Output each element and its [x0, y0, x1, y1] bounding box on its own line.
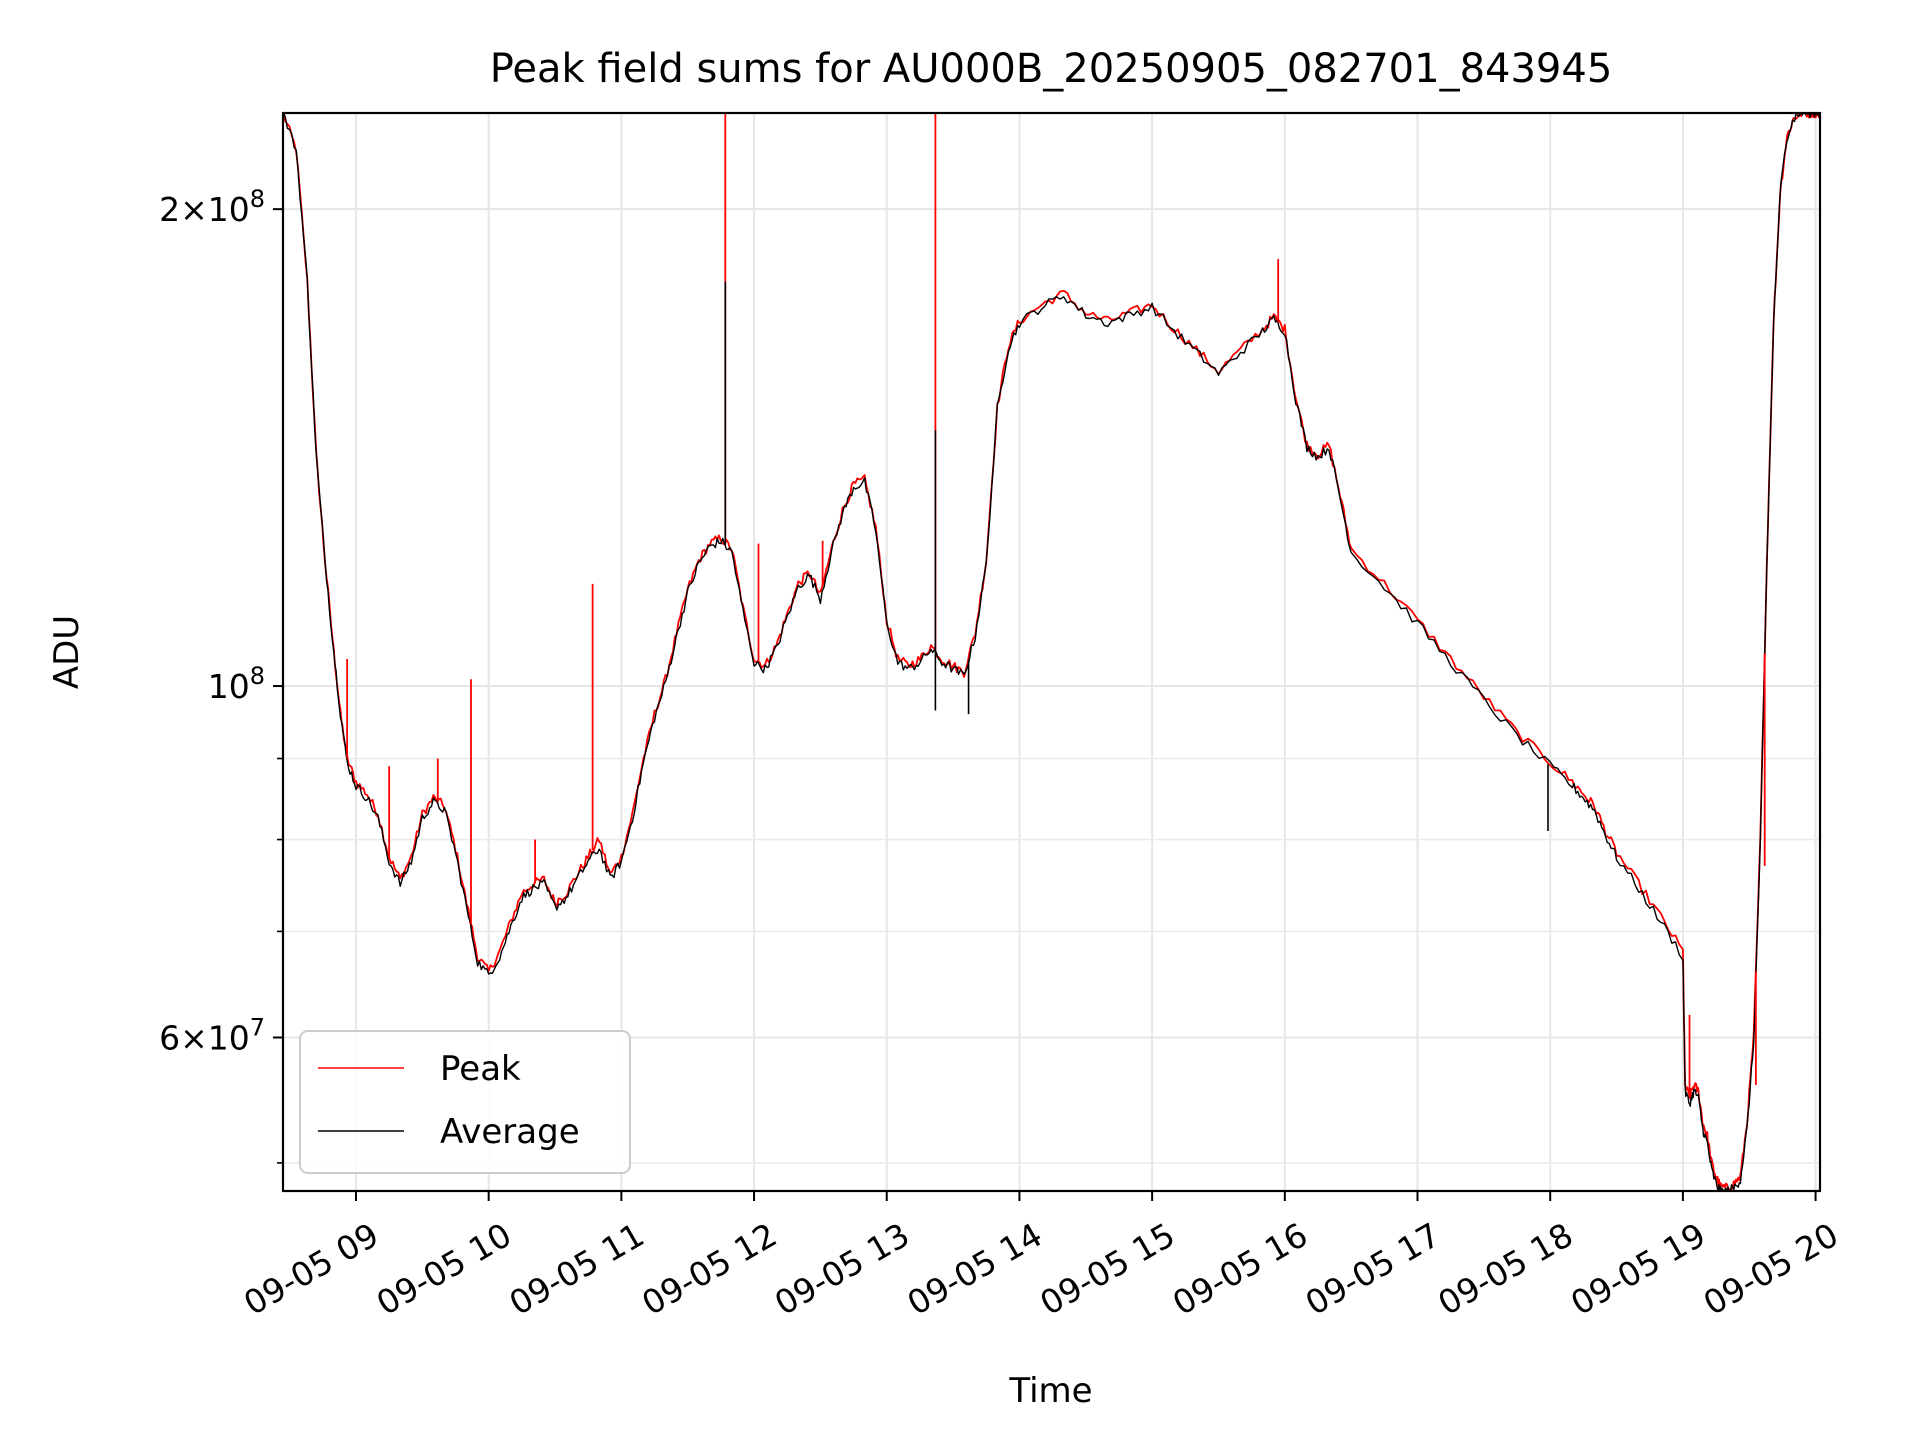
- plot-frame: [281, 111, 1822, 1193]
- y-axis: 2×108 108 6×107: [159, 185, 283, 1164]
- x-axis-label: Time: [1008, 1371, 1092, 1411]
- y-tick-label: 2×108: [159, 185, 265, 229]
- chart-title: Peak field sums for AU000B_20250905_0827…: [490, 46, 1613, 92]
- series-line-average: [283, 113, 1820, 1191]
- y-axis-label: ADU: [47, 615, 87, 689]
- legend: Peak Average: [299, 1030, 631, 1174]
- legend-box: [299, 1030, 631, 1174]
- legend-label-average: Average: [440, 1112, 580, 1152]
- series-layer: [283, 113, 1820, 1191]
- series-line-peak: [283, 113, 1820, 1191]
- grid: [283, 113, 1820, 1191]
- legend-label-peak: Peak: [440, 1049, 521, 1089]
- y-tick-label: 6×107: [159, 1013, 265, 1057]
- y-tick-label: 108: [208, 662, 265, 706]
